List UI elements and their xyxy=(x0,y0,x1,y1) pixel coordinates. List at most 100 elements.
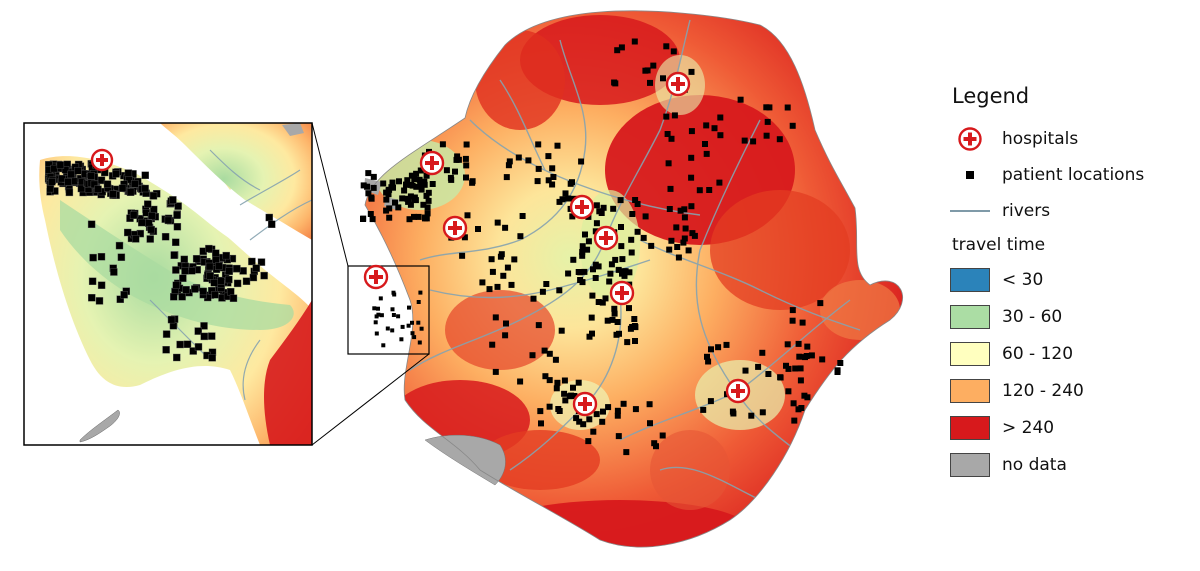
patient-location-marker xyxy=(681,235,688,242)
patient-location-marker xyxy=(461,234,468,241)
patient-location-marker xyxy=(400,324,405,329)
patient-location-marker xyxy=(577,277,584,283)
patient-location-marker xyxy=(748,412,755,419)
patient-location-marker xyxy=(569,213,576,220)
legend-item-label: patient locations xyxy=(1002,165,1145,185)
patient-location-marker xyxy=(681,214,688,221)
patient-location-marker xyxy=(194,327,202,335)
patient-location-marker xyxy=(628,236,635,243)
patient-location-marker xyxy=(131,180,139,188)
patient-location-marker xyxy=(519,213,526,219)
patient-location-marker xyxy=(411,194,418,201)
patient-location-marker xyxy=(504,264,511,271)
patient-location-marker xyxy=(642,67,649,74)
patient-location-marker xyxy=(141,171,150,180)
patient-location-marker xyxy=(776,136,783,143)
patient-location-marker xyxy=(392,199,398,206)
patient-location-marker xyxy=(671,112,678,119)
patient-location-marker xyxy=(95,297,104,305)
patient-location-marker xyxy=(129,211,138,219)
patient-location-marker xyxy=(87,172,95,180)
patient-location-marker xyxy=(417,167,424,174)
patient-location-marker xyxy=(372,306,377,311)
patient-location-marker xyxy=(416,300,421,304)
patient-location-marker xyxy=(585,238,592,245)
patient-location-marker xyxy=(759,409,766,416)
legend-class-120-240: 120 - 240 xyxy=(950,372,1190,409)
patient-location-marker xyxy=(412,335,417,340)
patient-location-marker xyxy=(416,176,423,183)
patient-location-marker xyxy=(192,255,201,263)
patient-location-marker xyxy=(627,325,634,332)
patient-location-marker xyxy=(717,132,724,139)
patient-location-marker xyxy=(556,287,563,294)
patient-location-marker xyxy=(538,420,544,427)
patient-location-marker xyxy=(795,340,802,347)
patient-location-marker xyxy=(494,219,501,226)
patient-location-marker xyxy=(404,177,411,184)
patient-location-marker xyxy=(765,371,772,377)
patient-location-marker xyxy=(617,197,624,204)
patient-location-marker xyxy=(124,169,133,177)
patient-location-marker xyxy=(631,316,638,322)
patient-location-marker xyxy=(498,251,505,258)
patient-location-marker xyxy=(550,174,557,180)
patient-location-marker xyxy=(611,305,618,312)
patient-location-marker xyxy=(508,281,515,288)
patient-location-marker xyxy=(376,306,380,311)
patient-location-marker xyxy=(789,307,796,314)
patient-location-marker xyxy=(592,275,599,281)
patient-location-marker xyxy=(595,299,602,305)
patient-location-marker xyxy=(399,337,404,342)
no-data-area xyxy=(424,434,506,486)
patient-location-marker xyxy=(608,261,615,268)
patient-location-marker xyxy=(369,216,376,223)
patient-location-marker xyxy=(619,256,626,263)
no-data-area xyxy=(79,409,120,443)
patient-location-marker xyxy=(506,158,513,165)
patient-location-marker xyxy=(396,178,402,185)
patient-location-marker xyxy=(586,333,593,340)
patient-location-marker xyxy=(759,349,766,356)
patient-location-marker xyxy=(147,225,155,234)
patient-location-marker xyxy=(593,411,600,418)
patient-location-marker xyxy=(173,211,181,219)
patient-location-marker xyxy=(685,247,692,254)
patient-location-marker xyxy=(634,201,641,207)
patient-location-marker xyxy=(620,268,627,275)
patient-location-marker xyxy=(565,270,572,277)
patient-location-marker xyxy=(618,243,625,250)
patient-location-marker xyxy=(615,433,622,440)
patient-location-marker xyxy=(605,404,612,411)
patient-location-marker xyxy=(146,235,154,243)
patient-location-marker xyxy=(549,165,556,172)
patient-location-marker xyxy=(502,332,509,339)
legend-item-label: hospitals xyxy=(1002,129,1079,149)
patient-location-marker xyxy=(632,197,639,203)
patient-location-marker xyxy=(494,283,501,290)
hospital-icon xyxy=(609,280,635,306)
patient-location-marker xyxy=(395,204,402,211)
color-swatch xyxy=(950,304,990,329)
patient-location-marker xyxy=(543,281,550,287)
patient-location-marker xyxy=(48,178,56,186)
patient-location-marker xyxy=(553,385,560,392)
patient-location-marker xyxy=(502,224,509,231)
patient-location-marker xyxy=(517,233,524,240)
patient-location-marker xyxy=(525,157,532,164)
patient-location-marker xyxy=(552,356,559,363)
inset-connector-line xyxy=(311,122,349,267)
patient-location-marker xyxy=(707,398,714,405)
patient-location-marker xyxy=(602,295,609,302)
patient-location-marker xyxy=(410,320,414,325)
patient-location-marker xyxy=(614,47,621,54)
patient-location-marker xyxy=(191,285,199,293)
patient-location-marker xyxy=(791,417,798,424)
patient-location-marker xyxy=(404,195,411,202)
patient-location-marker xyxy=(212,256,220,264)
patient-location-marker xyxy=(88,277,97,285)
patient-location-marker xyxy=(783,362,789,369)
patient-location-marker xyxy=(570,256,577,263)
patient-location-marker xyxy=(618,44,625,51)
inset-frame xyxy=(23,122,313,446)
